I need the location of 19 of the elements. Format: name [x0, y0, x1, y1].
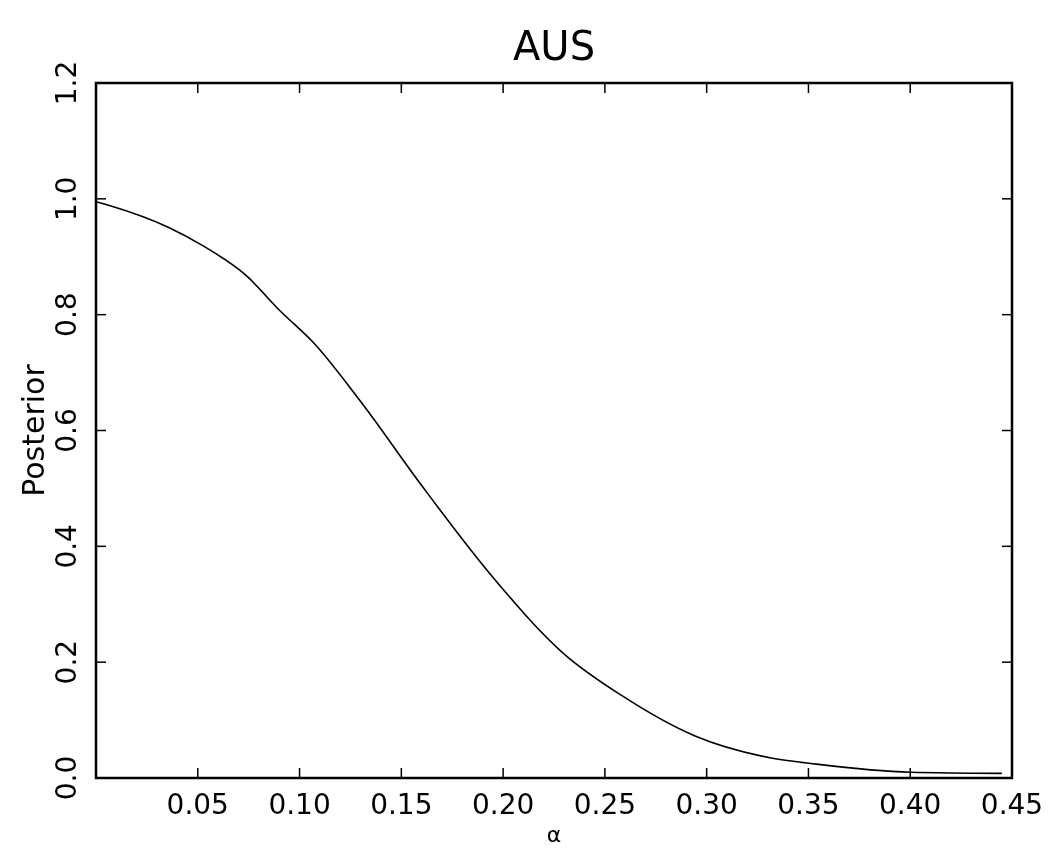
y-tick-label: 0.0: [50, 755, 83, 801]
x-tick-label: 0.30: [675, 788, 738, 821]
x-tick-label: 0.05: [166, 788, 229, 821]
x-tick-label: 0.15: [370, 788, 433, 821]
y-axis-title: Posterior: [16, 363, 51, 497]
x-axis-title: α: [546, 822, 562, 847]
y-tick-label: 1.0: [50, 176, 83, 222]
y-tick-label: 0.6: [50, 408, 83, 453]
x-tick-label: 0.45: [980, 788, 1044, 821]
x-tick-label: 0.25: [573, 788, 637, 821]
x-tick-label: 0.40: [879, 788, 942, 821]
x-tick-label: 0.35: [777, 788, 840, 821]
y-tick-label: 0.8: [50, 292, 83, 337]
x-tick-label: 0.10: [268, 788, 331, 821]
y-tick-label: 0.4: [50, 524, 83, 569]
chart-title: AUS: [512, 23, 596, 69]
y-tick-label: 0.2: [50, 639, 83, 685]
y-tick-label: 1.2: [50, 60, 83, 106]
x-tick-label: 0.20: [471, 788, 535, 821]
